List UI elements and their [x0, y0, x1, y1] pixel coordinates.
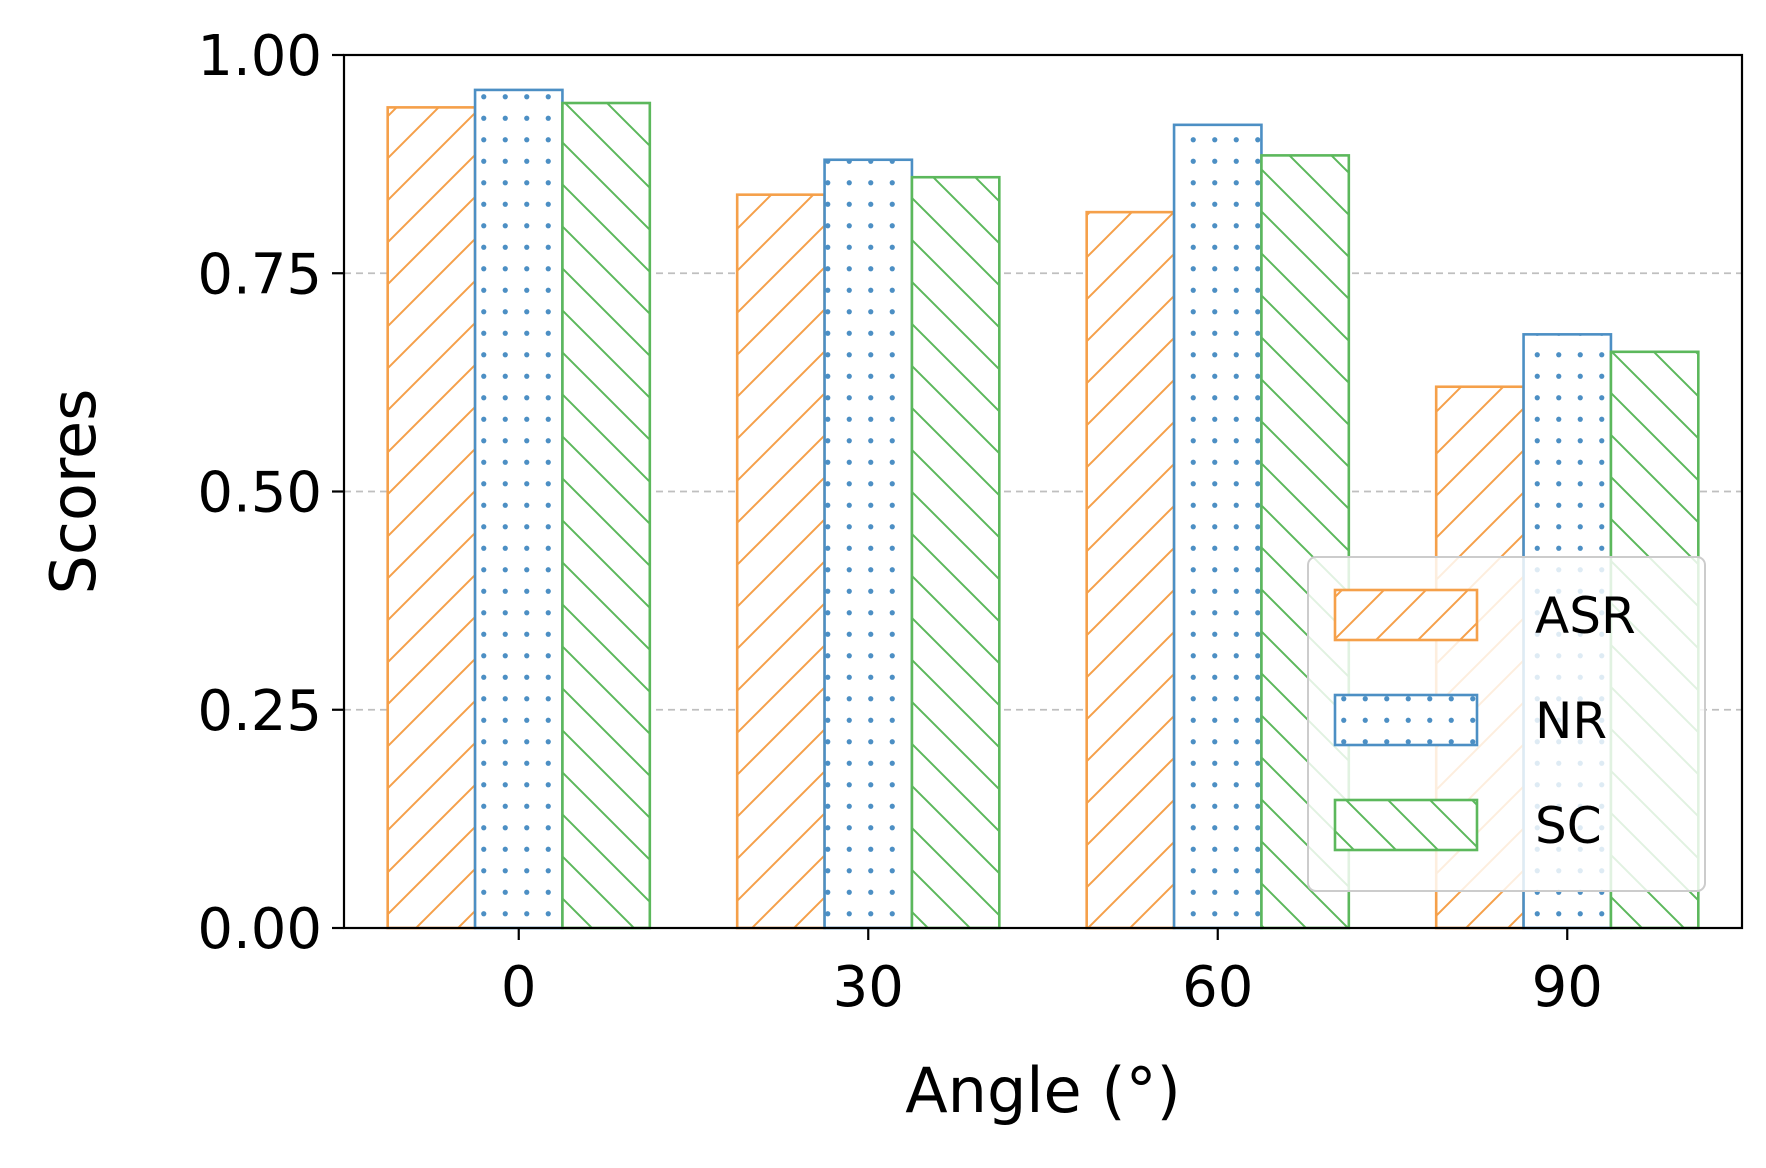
x-tick-label: 0 [501, 955, 537, 1020]
bar-asr-30 [735, 193, 826, 930]
legend: ASR NR SC [1307, 556, 1706, 892]
legend-swatch-sc [1333, 798, 1479, 852]
bar-asr-0 [386, 106, 477, 930]
y-tick-label: 0.00 [197, 897, 322, 962]
x-tick-label: 90 [1532, 955, 1603, 1020]
y-tick-label: 0.50 [197, 461, 322, 526]
bar-nr-30 [823, 158, 914, 930]
bar-nr-60 [1172, 123, 1263, 930]
bar-asr-60 [1085, 210, 1176, 930]
bar-nr-0 [473, 88, 564, 930]
x-axis-label: Angle (°) [905, 1054, 1181, 1127]
y-axis-label: Scores [37, 389, 110, 595]
y-tick-label: 0.25 [197, 679, 322, 744]
legend-label-sc: SC [1535, 797, 1602, 855]
x-tick-label: 60 [1182, 955, 1253, 1020]
bar-sc-30 [910, 175, 1001, 930]
legend-label-asr: ASR [1535, 587, 1636, 645]
legend-swatch-asr [1333, 588, 1479, 642]
y-tick-label: 0.75 [197, 242, 322, 307]
ticks: 0.00 0.25 0.50 0.75 1.00 0 30 60 90 [197, 24, 1603, 1020]
bar-sc-0 [561, 101, 652, 930]
y-tick-label: 1.00 [197, 24, 322, 89]
legend-swatch-nr [1333, 693, 1479, 747]
x-tick-label: 30 [833, 955, 904, 1020]
legend-label-nr: NR [1535, 692, 1607, 750]
